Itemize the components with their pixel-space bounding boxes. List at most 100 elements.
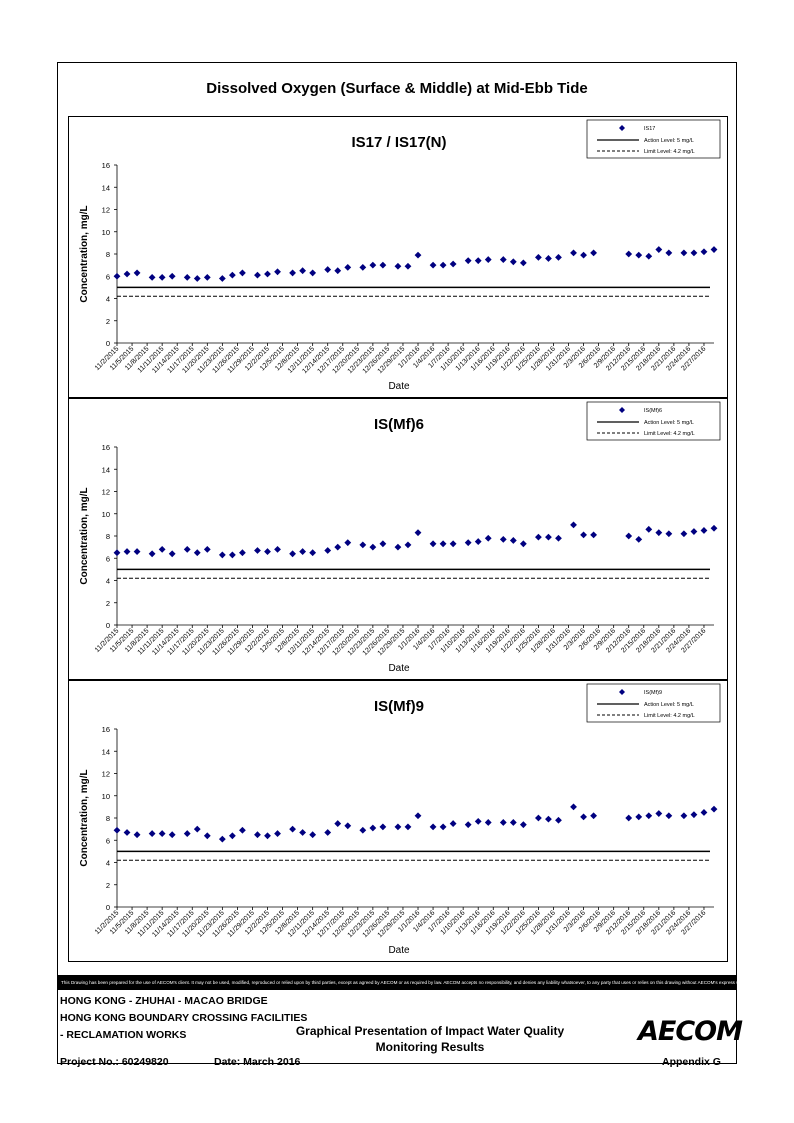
data-point bbox=[449, 820, 457, 827]
chart-panel-ismf9: IS(Mf)9 0 2 4 6 8 10 12 14 16 11/2/2015 11/5/2015 11… bbox=[68, 680, 728, 962]
data-point bbox=[464, 539, 472, 547]
data-point bbox=[474, 817, 482, 825]
y-tick-label: 4 bbox=[106, 295, 110, 304]
data-point bbox=[665, 812, 673, 820]
data-point bbox=[239, 269, 246, 277]
y-tick-label: 10 bbox=[102, 510, 110, 519]
data-point bbox=[133, 269, 141, 277]
y-tick-label: 8 bbox=[106, 532, 110, 541]
data-point bbox=[123, 829, 131, 836]
data-point bbox=[254, 547, 261, 554]
data-point bbox=[218, 275, 226, 282]
data-point bbox=[113, 272, 121, 280]
data-point bbox=[555, 816, 562, 824]
data-point bbox=[404, 541, 412, 549]
chart-title: IS(Mf)6 bbox=[374, 416, 424, 433]
y-tick-label: 12 bbox=[102, 206, 110, 215]
data-point bbox=[359, 826, 367, 834]
data-point bbox=[680, 530, 688, 538]
legend-box bbox=[586, 119, 721, 159]
legend-label-series: IS(Mf)9 bbox=[644, 690, 662, 696]
data-point bbox=[394, 823, 402, 831]
data-point bbox=[203, 273, 211, 281]
data-point bbox=[700, 527, 708, 534]
data-point bbox=[429, 261, 437, 269]
data-point bbox=[218, 835, 226, 843]
data-point bbox=[590, 249, 597, 257]
project-number: Project No.: 60249820 bbox=[60, 1056, 169, 1068]
legend-marker bbox=[619, 125, 625, 131]
data-point bbox=[555, 534, 562, 542]
data-point bbox=[369, 261, 377, 269]
data-point bbox=[379, 540, 387, 548]
data-point bbox=[193, 275, 201, 282]
data-point bbox=[580, 813, 587, 821]
data-point bbox=[570, 521, 577, 529]
y-tick-label: 14 bbox=[102, 465, 110, 474]
y-tick-label: 14 bbox=[102, 183, 110, 192]
data-point bbox=[274, 830, 281, 837]
chart-ismf9: IS(Mf)9024681012141611/2/201511/5/201511… bbox=[79, 683, 721, 956]
project-name-line1: HONG KONG - ZHUHAI - MACAO BRIDGE bbox=[60, 995, 268, 1007]
data-point bbox=[324, 829, 332, 836]
y-axis-label: Concentration, mg/L bbox=[79, 487, 90, 584]
data-point bbox=[710, 246, 718, 253]
data-point bbox=[218, 551, 226, 559]
data-point bbox=[183, 545, 191, 553]
data-point bbox=[344, 263, 352, 271]
data-point bbox=[580, 251, 587, 259]
y-tick-label: 4 bbox=[106, 859, 110, 868]
data-point bbox=[509, 537, 517, 544]
data-point bbox=[429, 823, 437, 831]
y-tick-label: 6 bbox=[106, 272, 110, 281]
legend-label-action: Action Level: 5 mg/L bbox=[644, 138, 694, 144]
data-point bbox=[570, 803, 577, 811]
data-point bbox=[464, 257, 472, 265]
legend-label-limit: Limit Level: 4.2 mg/L bbox=[644, 713, 695, 719]
data-point bbox=[690, 811, 698, 819]
data-point bbox=[700, 248, 708, 256]
y-tick-label: 0 bbox=[106, 621, 110, 630]
chart-panel-ismf6: IS(Mf)6 0 2 4 6 8 10 12 14 16 11/2/2015 11/5/2015 11… bbox=[68, 398, 728, 680]
legend-label-series: IS17 bbox=[644, 126, 655, 132]
data-point bbox=[158, 273, 166, 281]
data-point bbox=[113, 826, 121, 834]
data-point bbox=[635, 813, 643, 821]
data-point bbox=[359, 541, 367, 549]
data-point bbox=[429, 540, 437, 548]
data-point bbox=[334, 267, 342, 275]
data-point bbox=[239, 549, 246, 557]
x-axis-label: Date bbox=[388, 945, 410, 956]
data-point bbox=[299, 829, 307, 836]
data-point bbox=[123, 548, 131, 555]
data-point bbox=[439, 823, 447, 831]
data-point bbox=[499, 535, 507, 543]
data-point bbox=[228, 551, 236, 559]
data-point bbox=[545, 533, 552, 541]
data-point bbox=[158, 830, 166, 837]
data-point bbox=[183, 830, 191, 837]
data-point bbox=[545, 255, 552, 262]
data-point bbox=[535, 814, 542, 822]
data-point bbox=[484, 819, 492, 826]
y-tick-label: 8 bbox=[106, 250, 110, 259]
data-point bbox=[289, 550, 296, 558]
y-tick-label: 2 bbox=[106, 881, 110, 890]
legend: IS(Mf)6 Action Level: 5 mg/L Limit Level: … bbox=[586, 401, 721, 441]
data-point bbox=[710, 805, 718, 813]
legend-box bbox=[586, 401, 721, 441]
data-point bbox=[645, 252, 653, 260]
data-point bbox=[645, 812, 653, 820]
data-point bbox=[404, 262, 412, 270]
data-point bbox=[665, 530, 673, 538]
data-point bbox=[499, 819, 507, 826]
project-name-line3: - RECLAMATION WORKS bbox=[60, 1029, 187, 1041]
data-point bbox=[474, 538, 482, 545]
presentation-title-line1: Graphical Presentation of Impact Water Q… bbox=[295, 1024, 565, 1038]
y-tick-label: 2 bbox=[106, 599, 110, 608]
y-tick-label: 0 bbox=[106, 903, 110, 912]
data-point bbox=[710, 524, 718, 532]
y-tick-label: 12 bbox=[102, 488, 110, 497]
data-point bbox=[655, 810, 663, 817]
data-point bbox=[484, 534, 492, 542]
